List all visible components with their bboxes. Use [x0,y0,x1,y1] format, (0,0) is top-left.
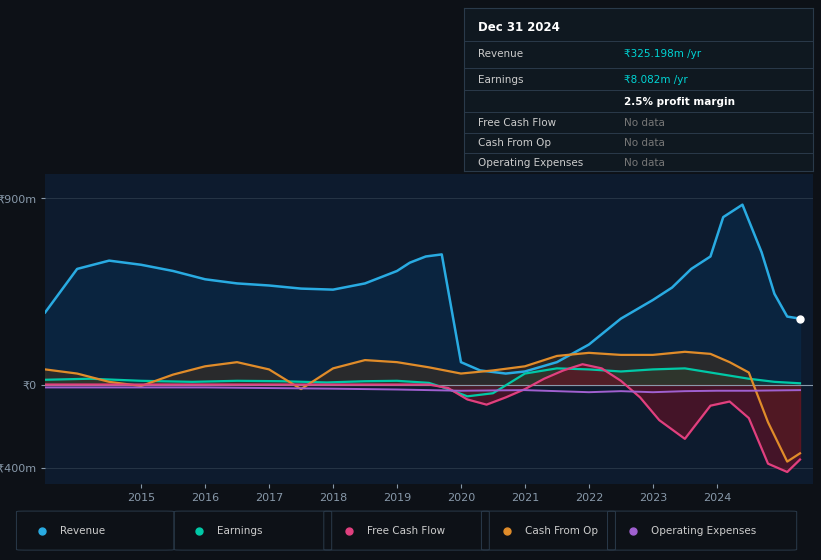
Text: Revenue: Revenue [60,526,105,535]
Text: Earnings: Earnings [478,75,523,85]
Text: Operating Expenses: Operating Expenses [651,526,756,535]
Text: No data: No data [624,138,665,148]
Text: Dec 31 2024: Dec 31 2024 [478,21,560,34]
Text: ₹8.082m /yr: ₹8.082m /yr [624,75,688,85]
Text: No data: No data [624,118,665,128]
Text: Free Cash Flow: Free Cash Flow [478,118,556,128]
Text: ₹325.198m /yr: ₹325.198m /yr [624,49,701,59]
Text: Free Cash Flow: Free Cash Flow [367,526,445,535]
Text: Operating Expenses: Operating Expenses [478,158,583,169]
Text: No data: No data [624,158,665,169]
Text: 2.5% profit margin: 2.5% profit margin [624,97,736,107]
Text: Revenue: Revenue [478,49,523,59]
Text: Earnings: Earnings [218,526,263,535]
Text: Cash From Op: Cash From Op [525,526,598,535]
Text: Cash From Op: Cash From Op [478,138,551,148]
